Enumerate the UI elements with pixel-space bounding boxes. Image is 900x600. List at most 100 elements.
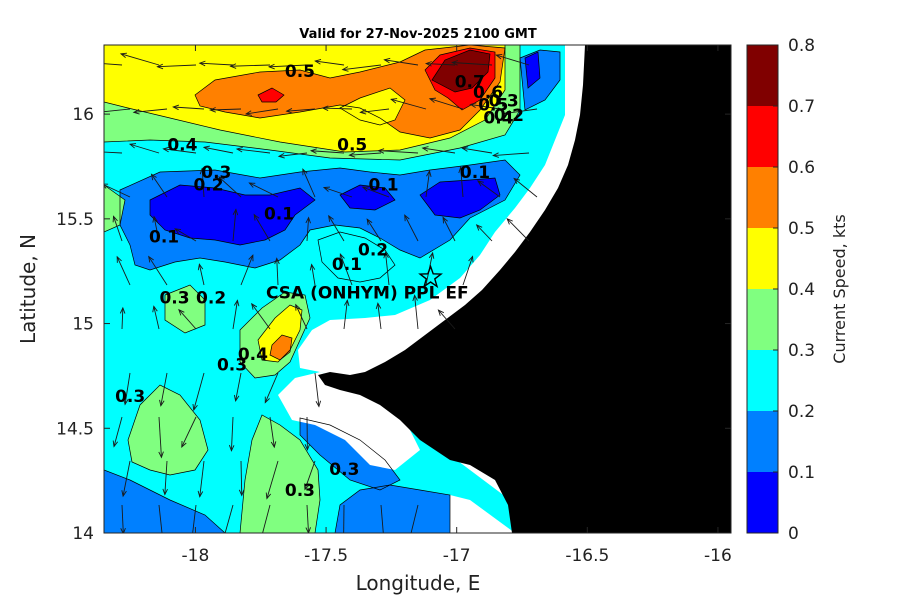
current-vector-head — [302, 168, 308, 176]
current-vector-head — [339, 253, 345, 261]
current-vector — [235, 372, 242, 401]
current-vector — [493, 152, 530, 156]
contour-label: 0.3 — [115, 387, 145, 407]
contour-label: 0.3 — [329, 460, 359, 480]
current-vector — [343, 300, 348, 330]
contour-line — [239, 291, 311, 379]
current-vector-head — [265, 492, 272, 500]
contour-label: 0.1 — [332, 255, 362, 275]
contour-lines — [104, 45, 561, 533]
current-vector — [157, 64, 197, 68]
current-vector — [476, 224, 493, 242]
current-vector — [311, 264, 316, 286]
current-vector-head — [267, 63, 275, 70]
colorbar-tick-label: 0.2 — [788, 402, 815, 422]
current-vector-head — [424, 61, 432, 67]
current-vector — [160, 372, 168, 406]
speed-band-yellow-inlet — [340, 88, 405, 125]
current-vector — [306, 217, 310, 242]
contour-line — [334, 484, 451, 533]
current-vector-head — [383, 251, 389, 259]
current-vector-head — [322, 186, 331, 192]
speed-band-darkblue-coast-north — [525, 52, 540, 88]
contour-label: 0.5 — [285, 62, 315, 82]
speed-band-green-small — [165, 285, 205, 333]
contour-line — [299, 417, 401, 491]
current-vector-head — [475, 224, 483, 231]
colorbar-swatch — [747, 350, 778, 411]
current-vector — [174, 228, 197, 242]
current-vector-head — [328, 214, 334, 222]
current-vector — [339, 253, 353, 286]
current-vector-head — [304, 444, 311, 451]
x-axis-ticks: -18 -17.5 -17 -16.5 -16 — [182, 45, 732, 566]
current-vector — [151, 174, 168, 198]
current-vector-head — [285, 108, 293, 114]
current-vector — [425, 171, 430, 198]
current-vector — [230, 64, 271, 67]
y-tick-label: 16 — [72, 105, 94, 125]
contour-label: 0.1 — [149, 228, 179, 248]
current-vector-head — [112, 215, 118, 223]
current-vector — [198, 264, 205, 286]
contour-label: 0.2 — [358, 240, 388, 260]
current-vector — [410, 504, 419, 533]
current-vector-head — [152, 305, 158, 313]
current-vector — [181, 416, 197, 448]
current-vector-head — [251, 302, 258, 310]
current-vector-head — [172, 104, 180, 111]
current-vector-head — [121, 490, 127, 498]
contour-label: 0.3 — [489, 92, 519, 112]
contour-labels: 0.50.70.60.50.40.30.20.4 0.50.30.2 0.10.10… — [115, 62, 524, 501]
current-vector-head — [162, 146, 170, 153]
current-vector — [249, 182, 279, 198]
current-vector-head — [468, 255, 474, 263]
current-vector-head — [383, 57, 391, 64]
current-vector — [269, 64, 308, 68]
current-vector-head — [120, 527, 126, 533]
current-vector-head — [119, 306, 126, 314]
current-vector — [124, 372, 131, 405]
y-tick-label: 14 — [72, 524, 94, 544]
current-vector-head — [248, 182, 256, 188]
current-vector — [164, 460, 168, 495]
current-vector — [384, 59, 419, 66]
current-vector — [262, 504, 271, 533]
current-vector — [295, 304, 308, 330]
current-vector-head — [244, 110, 252, 116]
contour-line — [524, 51, 541, 89]
current-vector-head — [233, 394, 240, 403]
contour-line — [339, 87, 406, 126]
current-vector-head — [348, 152, 356, 158]
current-vector — [323, 187, 353, 198]
colorbar-tick-label: 0.1 — [788, 463, 815, 483]
current-vector-head — [156, 63, 164, 70]
speed-band-darkblue-middle — [150, 185, 315, 245]
current-vector — [199, 62, 234, 66]
current-vector — [201, 168, 205, 198]
current-vector — [429, 98, 464, 110]
current-vector-head — [315, 400, 322, 408]
current-vector-head — [277, 152, 285, 159]
x-tick-label: -16 — [704, 546, 732, 566]
colorbar-label: Current Speed, kts — [830, 214, 849, 363]
current-vector — [513, 178, 538, 198]
current-vector — [366, 219, 382, 242]
current-vector-head — [232, 208, 239, 216]
nodata-patch-headland — [278, 372, 420, 470]
colorbar-tick-label: 0.8 — [788, 36, 815, 56]
current-vector-head — [162, 488, 168, 496]
current-vector-head — [461, 146, 469, 152]
speed-band-blue-middle — [120, 160, 520, 270]
current-vector-head — [198, 60, 206, 67]
current-vector — [153, 216, 160, 242]
current-vector — [422, 147, 456, 154]
current-vector — [251, 303, 271, 330]
x-tick-label: -17.5 — [304, 546, 348, 566]
current-vector-head — [152, 215, 158, 223]
x-axis-label: Longitude, E — [356, 571, 481, 595]
current-vector — [122, 460, 131, 497]
y-tick-label: 15.5 — [56, 210, 94, 230]
contour-line — [119, 159, 521, 271]
current-vector-head — [341, 66, 349, 72]
